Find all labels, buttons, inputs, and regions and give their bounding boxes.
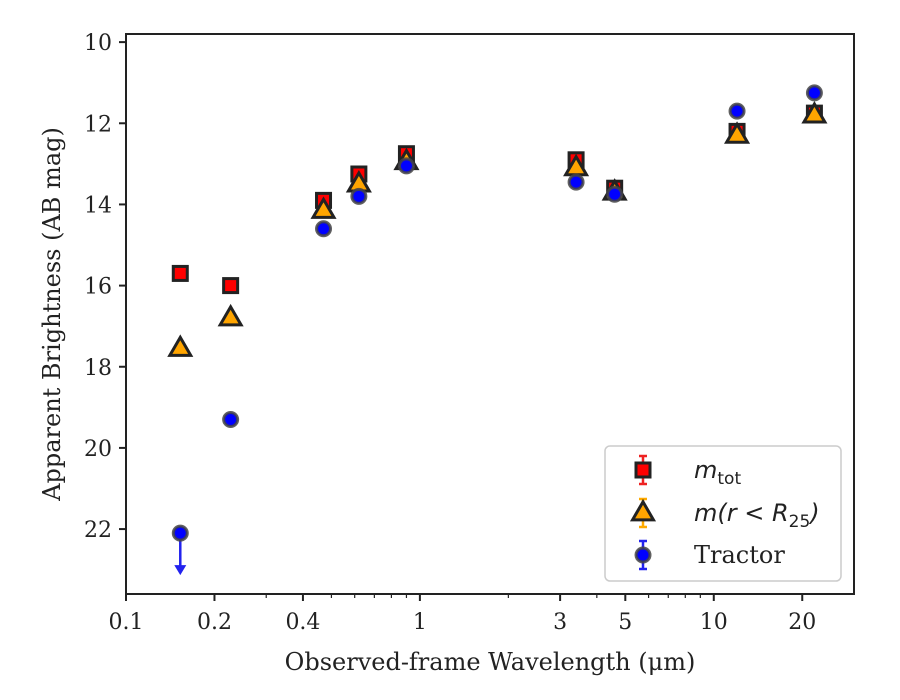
point-circle: [171, 524, 189, 542]
point-circle: [350, 187, 368, 205]
y-axis-label: Apparent Brightness (AB mag): [38, 127, 66, 502]
y-tick-label: 22: [84, 518, 112, 543]
legend-marker-circle: [634, 546, 652, 564]
x-tick-label: 0.4: [285, 610, 320, 635]
x-tick-label: 5: [618, 610, 632, 635]
x-tick-label: 0.1: [109, 610, 144, 635]
point-circle: [222, 411, 240, 429]
legend-label: m(r < R25): [694, 499, 820, 532]
point-triangle: [310, 196, 337, 219]
y-tick-label: 20: [84, 437, 112, 462]
y-tick-label: 10: [84, 31, 112, 56]
point-triangle: [801, 101, 828, 124]
point-circle: [606, 185, 624, 203]
legend: mtot m(r < R25) Tractor: [604, 445, 842, 582]
axis-ticks: 0.1 0.2 0.4 1 3 5 10 20 10 12 14 16 18 20 22: [84, 31, 816, 635]
x-axis-label: Observed-frame Wavelength (μm): [285, 648, 696, 676]
x-tick-label: 0.2: [197, 610, 232, 635]
point-circle: [805, 84, 823, 102]
legend-box: [604, 445, 842, 582]
y-tick-label: 14: [84, 193, 112, 218]
point-triangle: [217, 303, 244, 327]
point-circle: [397, 157, 415, 175]
x-tick-label: 20: [788, 610, 816, 635]
point-circle: [728, 102, 746, 120]
legend-label: mtot: [694, 456, 741, 489]
plot-frame: [125, 33, 855, 595]
legend-marker-triangle: [629, 498, 657, 522]
upper-limit-arrowhead: [174, 565, 187, 576]
x-tick-label: 10: [700, 610, 728, 635]
x-tick-label: 3: [553, 610, 567, 635]
legend-label: Tractor: [694, 541, 785, 569]
legend-marker-square: [634, 461, 652, 479]
point-circle: [315, 220, 333, 238]
point-square: [171, 264, 189, 282]
point-square: [222, 277, 240, 295]
y-tick-label: 16: [84, 275, 112, 300]
point-triangle: [167, 334, 194, 357]
data-marks: [167, 84, 828, 576]
point-circle: [567, 173, 585, 191]
x-tick-label: 1: [413, 610, 427, 635]
y-tick-label: 12: [84, 112, 112, 137]
y-tick-label: 18: [84, 356, 112, 381]
point-triangle: [724, 121, 751, 144]
